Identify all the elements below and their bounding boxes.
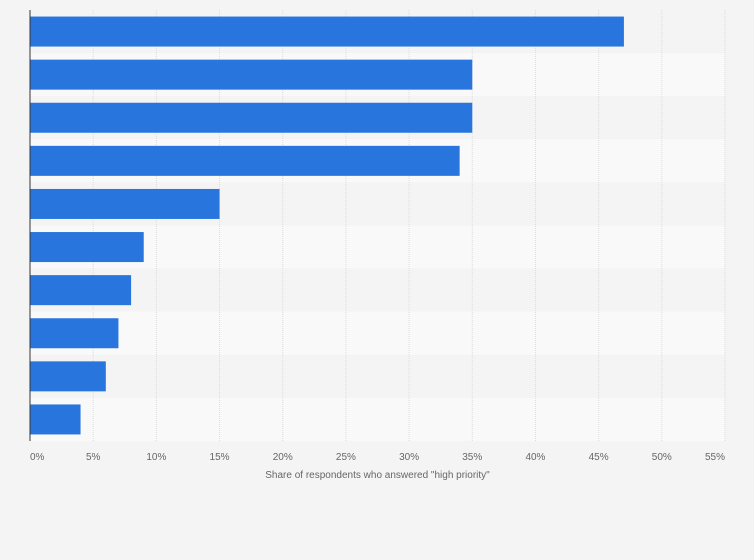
x-tick-label: 30% [399, 452, 419, 463]
row-band [30, 354, 725, 398]
x-tick-labels: 0% 5% 10% 15% 20% 25% 30% 35% 40% 45% 50% 55% [30, 452, 725, 463]
x-tick-label: 10% [146, 452, 166, 463]
row-band [30, 225, 725, 269]
x-tick-label: 45% [589, 452, 609, 463]
x-axis-title: Share of respondents who answered "high … [265, 470, 490, 481]
x-tick-label: 55% [705, 452, 725, 463]
bar[interactable] [30, 102, 473, 133]
x-tick-label: 40% [525, 452, 545, 463]
bar[interactable] [30, 59, 473, 90]
bar[interactable] [30, 16, 624, 47]
bars [30, 16, 624, 435]
bar[interactable] [30, 404, 81, 435]
bar[interactable] [30, 361, 106, 392]
x-tick-label: 20% [273, 452, 293, 463]
row-band [30, 397, 725, 441]
x-tick-label: 35% [462, 452, 482, 463]
bar[interactable] [30, 275, 132, 306]
bar[interactable] [30, 232, 144, 263]
x-tick-label: 5% [86, 452, 101, 463]
bar[interactable] [30, 318, 119, 349]
x-tick-label: 25% [336, 452, 356, 463]
bar[interactable] [30, 145, 460, 176]
x-tick-label: 15% [210, 452, 230, 463]
x-tick-label: 50% [652, 452, 672, 463]
bar[interactable] [30, 188, 220, 219]
x-tick-label: 0% [30, 452, 45, 463]
row-band [30, 311, 725, 355]
row-band [30, 268, 725, 312]
